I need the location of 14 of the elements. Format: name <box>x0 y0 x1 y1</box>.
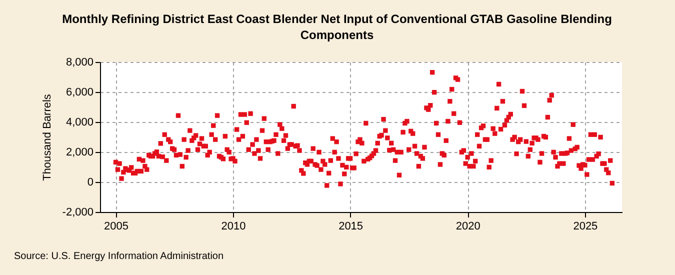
y-tick-label: 0 <box>87 176 94 188</box>
y-tick-label: 6,000 <box>66 86 94 98</box>
x-tick-label: 2015 <box>338 220 364 232</box>
y-tick-label: 4,000 <box>66 116 94 128</box>
y-axis-title: Thousand Barrels <box>41 94 54 181</box>
x-tick-label: 2010 <box>221 220 246 232</box>
y-tick-label: 8,000 <box>66 56 94 68</box>
source-note: Source: U.S. Energy Information Administration <box>14 251 224 262</box>
x-tick-label: 2005 <box>104 220 128 232</box>
y-tick-label: 2,000 <box>66 146 94 158</box>
y-tick-label: -2,000 <box>62 206 94 218</box>
chart-title: Monthly Refining District East Coast Blender Net Input of Conventional GTAB Gasoline Blending Components <box>62 12 612 42</box>
x-tick-label: 2025 <box>573 220 598 232</box>
x-tick-label: 2020 <box>456 220 480 232</box>
